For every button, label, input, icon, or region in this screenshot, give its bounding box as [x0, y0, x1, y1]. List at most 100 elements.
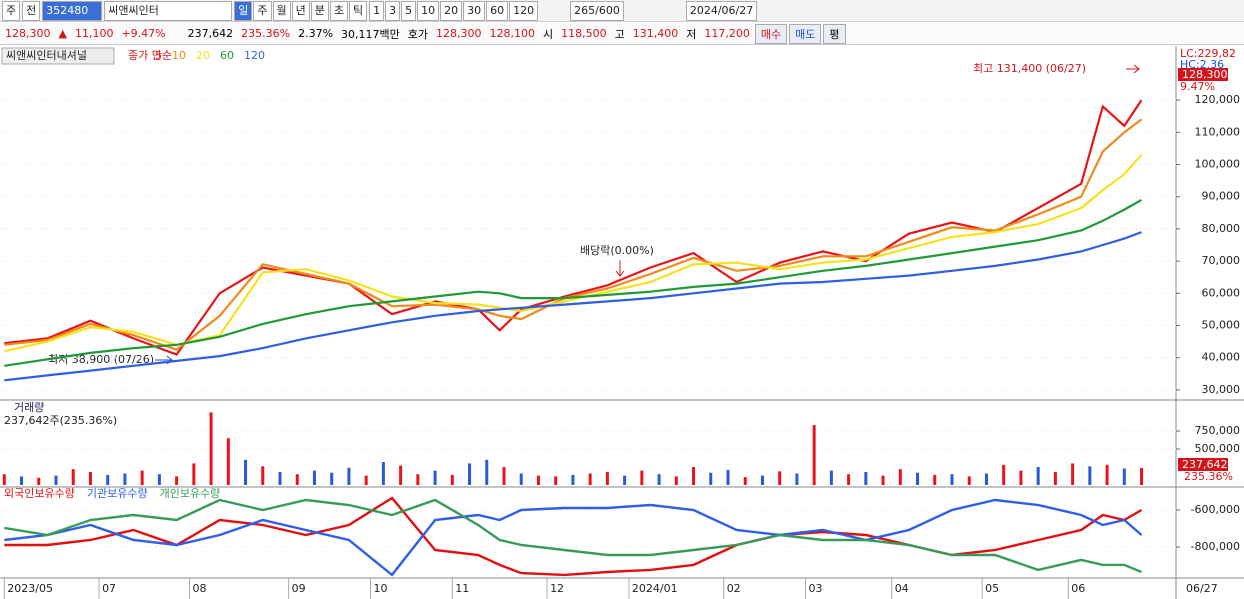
- legend-prefix: 종가 단순: [128, 49, 172, 62]
- hc-label: HC:2.36: [1180, 58, 1224, 71]
- volume-bar: [864, 472, 868, 485]
- volume-bar: [519, 473, 523, 485]
- stock-name[interactable]: 씨앤씨인터: [104, 0, 233, 21]
- volume-tag: [1178, 458, 1228, 471]
- x-tick-label: 12: [550, 582, 564, 595]
- volume-bar: [381, 461, 385, 485]
- period-button[interactable]: 일: [234, 0, 253, 21]
- volume-bar: [399, 465, 403, 485]
- change: 11,100: [74, 27, 114, 40]
- change-pct: +9.47%: [121, 27, 166, 40]
- period-button[interactable]: 주: [253, 0, 272, 21]
- volume-bar: [330, 472, 334, 485]
- open-label: 시: [543, 27, 554, 41]
- volume-bar: [536, 475, 540, 485]
- y-tick-label: 120,000: [1195, 93, 1241, 106]
- count[interactable]: 265/600: [570, 0, 624, 21]
- volume-bar: [278, 472, 282, 485]
- lc-label: LC:229,82: [1180, 47, 1236, 60]
- volume-pct: 235.36%: [1184, 470, 1233, 483]
- series-line: [4, 498, 1142, 574]
- date[interactable]: 2024/06/27: [685, 0, 758, 21]
- volume-bar: [226, 438, 230, 485]
- y-tick-label: 750,000: [1195, 424, 1241, 437]
- volume-bar: [795, 473, 799, 485]
- volume-bar: [20, 476, 24, 485]
- low-annotation: 최저 38,900 (07/26): [48, 353, 154, 366]
- x-tick-label: 08: [193, 582, 207, 595]
- volume-bar: [984, 473, 988, 485]
- volume-bar: [416, 474, 420, 485]
- legend-entry: 20: [196, 49, 210, 62]
- volume-bar: [209, 412, 213, 485]
- volume-bar: [54, 475, 58, 485]
- volume-bar: [829, 470, 833, 485]
- volume-subtitle: 237,642주(235.36%): [4, 414, 117, 427]
- volume-bar: [244, 459, 248, 485]
- period-button[interactable]: 년: [291, 0, 310, 21]
- period-button[interactable]: 틱: [349, 0, 368, 21]
- volume-bar: [571, 474, 575, 485]
- interval-button[interactable]: 1: [369, 0, 385, 21]
- period-button[interactable]: 월: [272, 0, 291, 21]
- period-button[interactable]: 초: [329, 0, 348, 21]
- volume-bar: [468, 463, 472, 485]
- prev-button[interactable]: 전: [22, 0, 41, 21]
- volume-bar: [450, 474, 454, 485]
- bid: 128,100: [489, 27, 536, 40]
- y-tick-label: 50,000: [1202, 319, 1241, 332]
- arrow: ▲: [58, 27, 67, 40]
- volume-bar: [1088, 466, 1092, 485]
- volume-bar: [106, 474, 110, 485]
- interval-button[interactable]: 120: [509, 0, 539, 21]
- volume-bar: [37, 477, 41, 485]
- volume-bar: [123, 473, 127, 485]
- volume-bar: [1002, 464, 1006, 485]
- volume-bar: [898, 469, 902, 485]
- avg-button[interactable]: 평: [823, 23, 846, 44]
- interval-button[interactable]: 5: [401, 0, 417, 21]
- price-tag-text: 128,300: [1182, 68, 1228, 81]
- interval-button[interactable]: 60: [486, 0, 509, 21]
- volume-bar: [157, 474, 161, 485]
- interval-button[interactable]: 10: [417, 0, 440, 21]
- interval-button[interactable]: 3: [385, 0, 401, 21]
- series-line: [4, 231, 1142, 382]
- x-tick-label: 11: [455, 582, 469, 595]
- volume-bar: [1036, 467, 1040, 485]
- volume-bar: [1122, 468, 1126, 485]
- volume-bar: [71, 469, 75, 485]
- interval-button[interactable]: 20: [440, 0, 463, 21]
- last-date: 06/27: [1186, 582, 1218, 595]
- volume-bar: [485, 459, 489, 485]
- volume-tag-text: 237,642: [1182, 458, 1228, 471]
- buy-button[interactable]: 매수: [754, 23, 788, 44]
- volume-bar: [1071, 463, 1075, 485]
- market-select[interactable]: 주: [2, 0, 21, 21]
- y-tick-label: 90,000: [1202, 190, 1241, 203]
- period-button[interactable]: 분: [310, 0, 329, 21]
- volume-bar: [950, 474, 954, 485]
- open: 118,500: [561, 27, 607, 40]
- volume-bar: [709, 472, 713, 485]
- volume-bar: [554, 476, 558, 485]
- dividend-annotation: 배당락(0.00%): [580, 244, 654, 257]
- legend-entry: 10: [172, 49, 186, 62]
- ask: 128,300: [436, 27, 482, 40]
- code-input[interactable]: 352480: [42, 0, 103, 21]
- volume-bar: [674, 476, 678, 485]
- volume-bar: [192, 463, 196, 485]
- legend-entry: 5: [155, 49, 162, 62]
- x-tick-label: 04: [895, 582, 909, 595]
- sell-button[interactable]: 매도: [789, 23, 822, 44]
- volume-bar: [640, 470, 644, 485]
- interval-button[interactable]: 30: [463, 0, 486, 21]
- interval-group: 1 3 5 10 20 30 60 120: [369, 0, 539, 21]
- volume-bar: [261, 466, 265, 485]
- volume-pct: 235.36%: [241, 27, 291, 40]
- volume-bar: [140, 470, 144, 485]
- high-label: 고: [614, 27, 625, 41]
- volume-bar: [605, 472, 609, 485]
